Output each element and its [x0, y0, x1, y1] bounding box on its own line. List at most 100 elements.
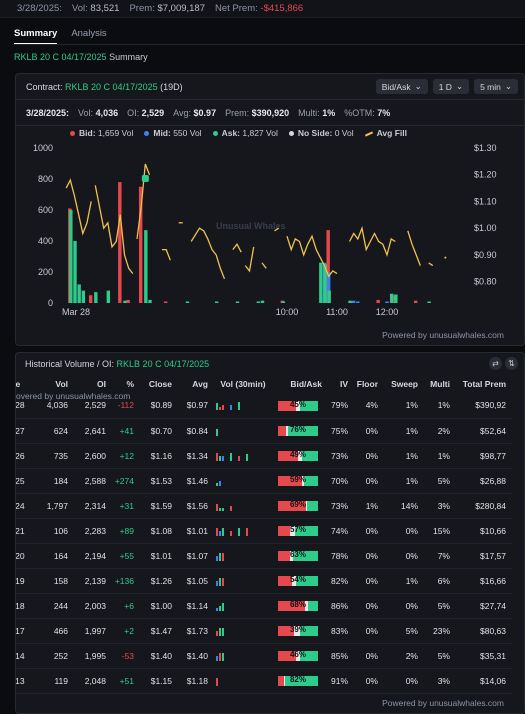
table-overlay-text: overed by unusualwhales.com — [16, 391, 131, 401]
cell-volume: 466 — [38, 618, 74, 644]
cell-oi-change: +136 — [112, 568, 140, 594]
table-row[interactable]: 3/131192,048+51$1.15$1.1882%91%0%0%3%$14… — [16, 668, 512, 694]
column-header[interactable]: OI — [97, 379, 106, 389]
cell-close: $1.40 — [140, 643, 178, 669]
avg-fill-line — [94, 185, 134, 274]
interval-select[interactable]: 5 min ⌄ — [474, 79, 518, 94]
cell-total-premium: $16,66 — [456, 568, 512, 594]
bid-ask-bar: 69% — [278, 500, 318, 511]
y-left-tick-label: 0 — [48, 298, 53, 308]
column-header[interactable]: ate — [15, 379, 21, 389]
legend-mid[interactable]: Mid: 550 Vol — [144, 128, 202, 138]
legend-avg-fill[interactable]: Avg Fill — [364, 128, 407, 138]
cell-bid-ask: 45% — [278, 393, 328, 419]
cell-close: $1.15 — [140, 668, 178, 694]
y-right-tick-label: $1.00 — [474, 223, 497, 233]
tab-analysis[interactable]: Analysis — [71, 28, 107, 39]
bar-mid — [356, 301, 360, 303]
legend-ask[interactable]: Ask: 1,827 Vol — [212, 128, 278, 138]
cell-floor: 0% — [354, 618, 384, 644]
cell-oi-change: +51 — [112, 668, 140, 694]
cell-sweep: 1% — [384, 568, 424, 594]
contract-name[interactable]: RKLB 20 C 04/17/2025 — [65, 81, 158, 92]
range-select[interactable]: 1 D ⌄ — [432, 79, 470, 94]
column-header[interactable]: Close — [148, 379, 172, 389]
column-header[interactable]: Bid/Ask — [290, 379, 322, 389]
y-left-tick-label: 1000 — [33, 143, 53, 153]
cell-multi: 5% — [424, 468, 456, 494]
cell-total-premium: $390,92 — [456, 393, 512, 419]
side-select[interactable]: Bid/Ask ⌄ — [375, 79, 428, 94]
column-header[interactable]: Sweep — [391, 379, 418, 389]
table-row[interactable]: 3/211062,283+89$1.08$1.0157%74%0%0%15%$1… — [16, 518, 512, 544]
cell-date: 3/28 — [16, 393, 38, 419]
column-header[interactable]: Vol — [55, 379, 68, 389]
bar-ask — [185, 301, 190, 303]
column-header[interactable]: Multi — [430, 379, 450, 389]
bar-ask — [235, 301, 240, 303]
spark-bar — [219, 507, 221, 511]
table-row[interactable]: 3/182442,003+6$1.00$1.1468%86%0%0%5%$27,… — [16, 593, 512, 619]
bid-ask-bar: 39% — [278, 625, 318, 636]
cell-volume: 244 — [38, 593, 74, 619]
bar-bid — [326, 230, 330, 303]
cell-volume: 164 — [38, 543, 74, 569]
cell-iv: 75% — [328, 418, 354, 444]
tab-summary[interactable]: Summary — [14, 28, 58, 45]
column-header[interactable]: Vol (30min) — [220, 379, 266, 389]
bid-ask-label: 46% — [289, 649, 306, 659]
sort-icon[interactable]: ⇅ — [505, 357, 518, 370]
legend-no-side[interactable]: No Side: 0 Vol — [288, 128, 354, 138]
cell-floor: 0% — [354, 668, 384, 694]
cell-multi: 1% — [424, 443, 456, 469]
bar-mid — [351, 300, 356, 303]
cell-close: $0.70 — [140, 418, 178, 444]
cell-vol-30min — [214, 618, 278, 644]
spark-bar — [222, 455, 224, 461]
cell-oi-change: +89 — [112, 518, 140, 544]
cell-bid-ask: 82% — [278, 668, 328, 694]
y-left-tick-label: 800 — [38, 174, 53, 184]
bar-ask — [319, 262, 323, 303]
avg-fill-line — [190, 227, 226, 280]
spark-bar — [219, 530, 221, 536]
bar-bid — [126, 299, 130, 303]
cell-sweep: 0% — [384, 543, 424, 569]
legend-bid[interactable]: Bid: 1,659 Vol — [70, 128, 133, 138]
hv-contract[interactable]: RKLB 20 C 04/17/2025 — [116, 359, 210, 369]
bid-ask-bar: 45% — [278, 400, 318, 411]
column-header[interactable]: Floor — [356, 379, 378, 389]
table-row[interactable]: 3/142521,995-53$1.40$1.4046%85%0%2%5%$35… — [16, 643, 512, 669]
table-row[interactable]: 3/284,0362,529-112$0.89$0.9745%79%4%1%1%… — [16, 393, 512, 419]
cell-avg: $1.07 — [178, 543, 214, 569]
cell-total-premium: $280,84 — [456, 493, 512, 519]
spark-bar — [222, 627, 224, 636]
column-header[interactable]: IV — [339, 379, 348, 389]
bar-bid — [88, 295, 93, 303]
cell-multi: 3% — [424, 668, 456, 694]
chevron-down-icon: ⌄ — [455, 81, 464, 91]
cell-total-premium: $52,64 — [456, 418, 512, 444]
cell-multi: 7% — [424, 543, 456, 569]
top-premium: $7,009,187 — [157, 3, 205, 14]
page-subtitle: RKLB 20 C 04/17/2025 Summary — [14, 52, 148, 62]
subtitle-contract[interactable]: RKLB 20 C 04/17/2025 — [14, 52, 107, 62]
cell-sweep: 14% — [384, 493, 424, 519]
spark-bar — [222, 577, 224, 586]
table-row[interactable]: 3/201642,194+55$1.01$1.0763%78%0%0%7%$17… — [16, 543, 512, 569]
bar-ask — [106, 290, 111, 303]
cell-volume: 119 — [38, 668, 74, 694]
tab-divider — [14, 44, 525, 45]
stat-oi: 2,529 — [141, 107, 165, 118]
column-header[interactable]: Total Prem — [462, 379, 506, 389]
column-header[interactable]: % — [126, 379, 134, 389]
cell-vol-30min — [214, 443, 278, 469]
column-header[interactable]: Avg — [192, 379, 208, 389]
table-row[interactable]: 3/267352,600+12$1.16$1.3449%73%0%1%1%$98… — [16, 443, 512, 469]
settings-icon[interactable]: ⇄ — [489, 357, 502, 370]
